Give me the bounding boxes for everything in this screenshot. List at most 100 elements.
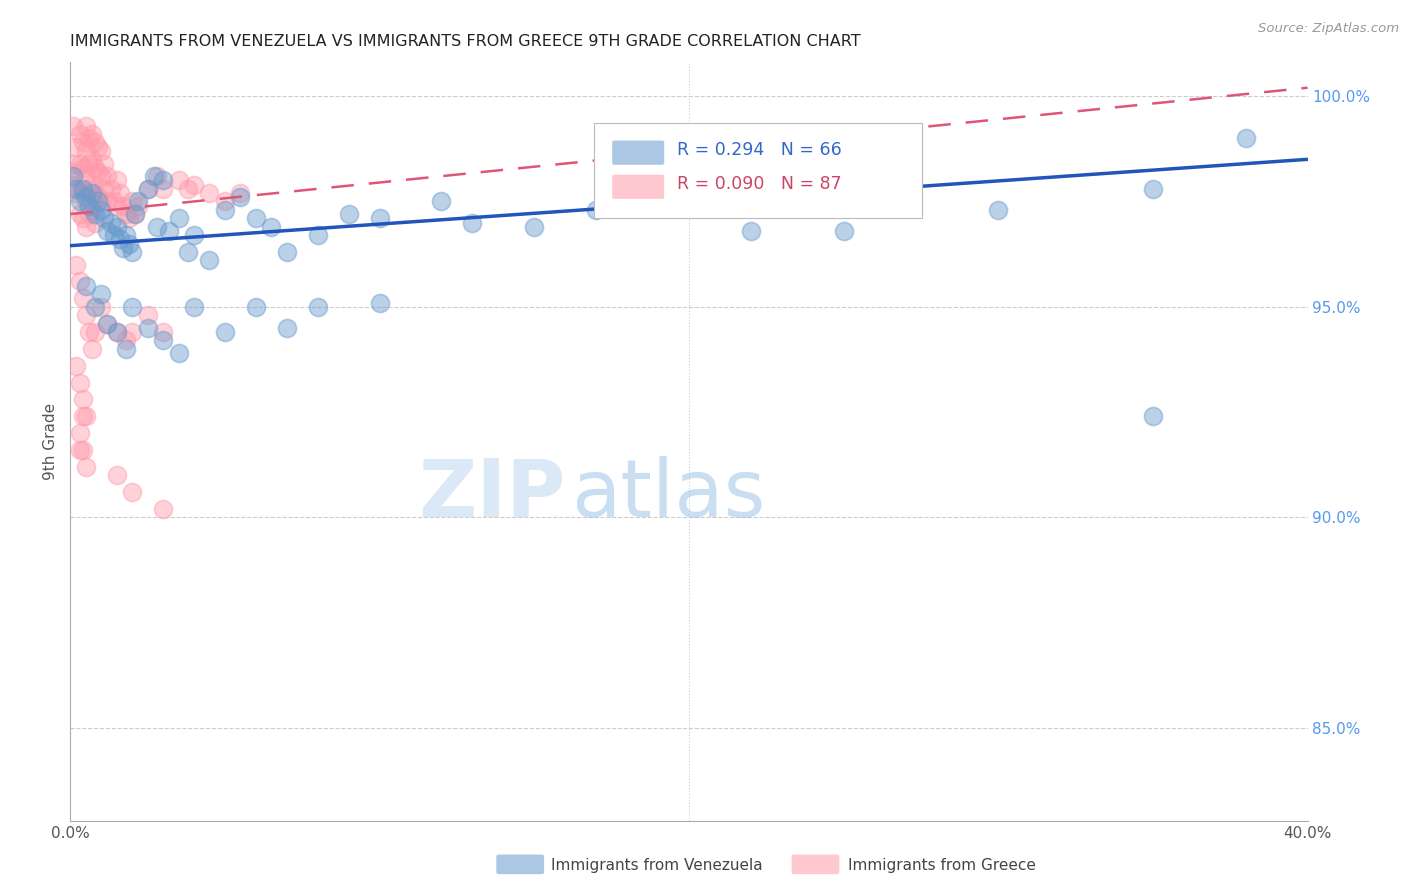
Point: [136, 320, 159, 334]
Point: [740, 224, 762, 238]
Point: [115, 342, 138, 356]
Point: [69, 194, 91, 209]
Point: [96, 317, 118, 331]
Point: [84, 161, 107, 175]
Point: [183, 228, 205, 243]
Point: [183, 178, 205, 192]
Point: [62, 178, 84, 192]
Point: [72, 161, 94, 175]
Point: [93, 156, 115, 170]
Point: [136, 182, 159, 196]
Point: [121, 194, 143, 209]
Point: [115, 207, 138, 221]
Point: [136, 308, 159, 322]
Point: [75, 169, 97, 183]
Point: [167, 173, 190, 187]
Point: [1234, 131, 1257, 145]
Point: [72, 136, 94, 150]
Point: [72, 392, 94, 407]
Point: [167, 346, 190, 360]
Point: [105, 173, 128, 187]
Point: [152, 173, 174, 187]
Point: [96, 317, 118, 331]
Point: [69, 376, 91, 390]
Point: [523, 219, 546, 234]
Point: [177, 182, 200, 196]
Point: [69, 442, 91, 457]
Point: [75, 190, 97, 204]
Point: [105, 325, 128, 339]
Point: [77, 325, 100, 339]
Point: [461, 215, 484, 229]
Point: [84, 186, 107, 200]
Point: [69, 426, 91, 441]
Point: [152, 182, 174, 196]
Point: [75, 308, 97, 322]
Text: Source: ZipAtlas.com: Source: ZipAtlas.com: [1258, 22, 1399, 36]
Point: [75, 219, 97, 234]
Point: [229, 186, 252, 200]
Point: [93, 211, 115, 226]
Point: [111, 241, 134, 255]
Point: [111, 199, 134, 213]
Point: [80, 186, 103, 200]
Point: [430, 194, 453, 209]
Point: [214, 202, 236, 217]
Point: [75, 119, 97, 133]
Point: [65, 258, 87, 272]
Point: [90, 169, 112, 183]
Point: [136, 182, 159, 196]
Point: [77, 131, 100, 145]
Point: [72, 442, 94, 457]
Point: [118, 211, 141, 226]
FancyBboxPatch shape: [612, 141, 664, 165]
Point: [75, 459, 97, 474]
Point: [245, 211, 267, 226]
FancyBboxPatch shape: [593, 123, 921, 218]
Point: [118, 236, 141, 251]
Point: [80, 342, 103, 356]
Point: [75, 409, 97, 424]
Point: [108, 232, 131, 246]
Point: [105, 199, 128, 213]
Point: [214, 325, 236, 339]
Point: [307, 228, 329, 243]
Point: [307, 300, 329, 314]
Point: [80, 153, 103, 167]
Point: [142, 169, 165, 183]
Point: [93, 182, 115, 196]
Point: [662, 194, 685, 209]
Point: [105, 325, 128, 339]
Point: [84, 300, 107, 314]
Point: [121, 300, 143, 314]
Point: [198, 253, 221, 268]
Text: R = 0.294   N = 66: R = 0.294 N = 66: [676, 141, 841, 159]
Point: [198, 186, 221, 200]
Point: [72, 409, 94, 424]
Point: [100, 215, 122, 229]
Point: [65, 165, 87, 179]
Point: [77, 182, 100, 196]
Point: [115, 334, 138, 348]
Point: [214, 194, 236, 209]
Point: [90, 202, 112, 217]
Point: [337, 207, 360, 221]
Point: [87, 194, 110, 209]
Point: [157, 224, 180, 238]
Point: [100, 182, 122, 196]
Point: [368, 211, 391, 226]
Point: [152, 325, 174, 339]
Point: [65, 139, 87, 153]
Point: [124, 207, 146, 221]
FancyBboxPatch shape: [612, 175, 664, 199]
Point: [77, 199, 100, 213]
Point: [72, 186, 94, 200]
Text: Immigrants from Greece: Immigrants from Greece: [848, 858, 1036, 872]
Point: [105, 219, 128, 234]
Point: [72, 291, 94, 305]
Point: [152, 334, 174, 348]
Text: IMMIGRANTS FROM VENEZUELA VS IMMIGRANTS FROM GREECE 9TH GRADE CORRELATION CHART: IMMIGRANTS FROM VENEZUELA VS IMMIGRANTS …: [70, 34, 860, 49]
Point: [152, 502, 174, 516]
Point: [62, 169, 84, 183]
Point: [167, 211, 190, 226]
